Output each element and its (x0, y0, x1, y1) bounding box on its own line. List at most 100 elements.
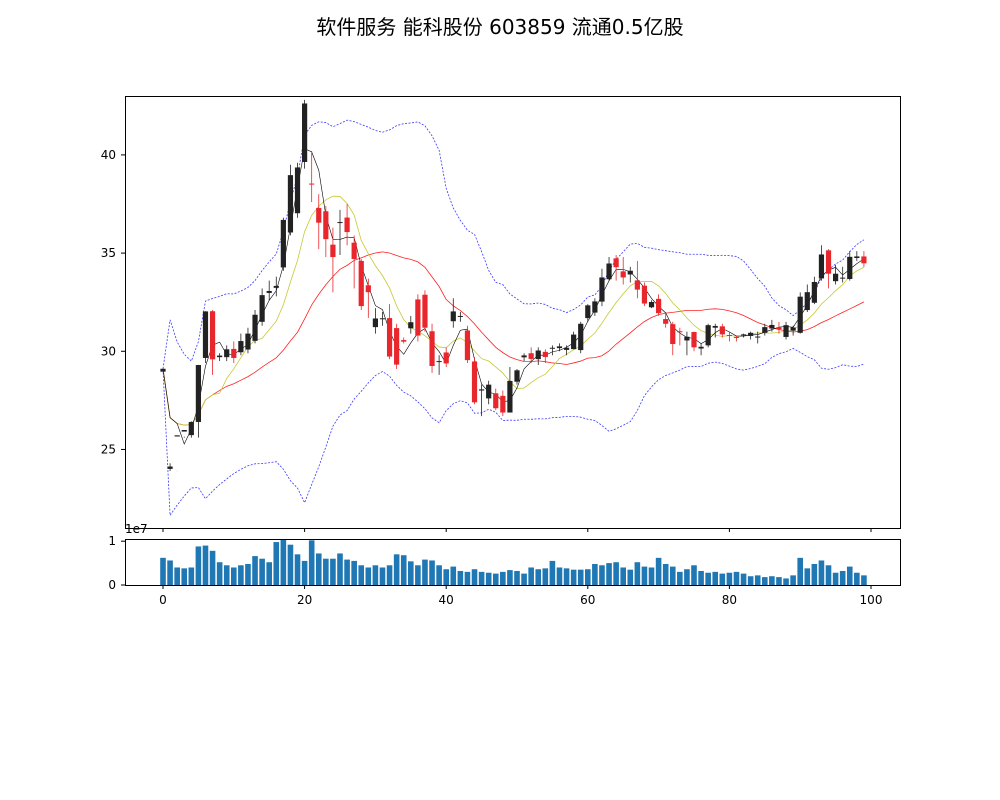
candle-body (415, 299, 421, 336)
volume-bar (188, 567, 195, 585)
candle (535, 347, 541, 366)
volume-bar (705, 572, 711, 585)
candlesticks (160, 99, 867, 472)
candle-body (726, 334, 732, 336)
moving-averages (162, 148, 865, 445)
price-axes-frame (125, 96, 901, 529)
candle (556, 343, 563, 352)
candle-body (217, 355, 223, 358)
candle-body (620, 271, 626, 278)
candle (280, 217, 286, 271)
volume-bar (669, 566, 676, 585)
volume-bar (393, 554, 400, 585)
volume-bar (606, 563, 612, 585)
volume-multiplier-label: 1e7 (125, 522, 148, 536)
candle-body (365, 285, 371, 293)
volume-bar (209, 550, 216, 585)
candle (804, 284, 810, 312)
candle-body (585, 305, 591, 319)
candle (252, 310, 258, 344)
volume-bar (216, 562, 223, 585)
candle (224, 345, 230, 362)
volume-bar (790, 575, 796, 585)
volume-bar (613, 562, 619, 585)
candle (684, 331, 690, 356)
candle (656, 294, 662, 316)
candle (797, 292, 803, 334)
volume-bar (464, 571, 471, 585)
volume-bar (372, 565, 379, 585)
candle (429, 323, 435, 373)
candle (181, 430, 187, 438)
volume-bar (429, 560, 435, 585)
candle (217, 353, 223, 362)
candle-body (549, 347, 555, 349)
volume-bar (422, 559, 428, 585)
price-panel: 25 30 35 40 (101, 96, 901, 529)
volume-bar (825, 565, 832, 585)
candle (479, 384, 485, 417)
candle-body (238, 341, 244, 353)
candle-body (563, 347, 570, 350)
volume-tick-label: 0 (108, 578, 116, 592)
candle (634, 260, 640, 299)
candle (379, 312, 386, 326)
candle (783, 321, 789, 340)
volume-bar (542, 568, 549, 585)
volume-bar (528, 567, 534, 585)
candle (578, 321, 584, 354)
volume-bar (535, 569, 542, 585)
volume-bar (655, 557, 662, 585)
volume-bar (507, 570, 513, 585)
volume-bar (379, 567, 386, 585)
price-axis-ticks: 25 30 35 40 (101, 148, 125, 456)
volume-bar (408, 561, 414, 585)
volume-bar (160, 557, 166, 585)
x-tick-label: 60 (580, 593, 595, 607)
candle (266, 280, 272, 301)
volume-bar (776, 577, 782, 585)
candle-body (351, 242, 357, 259)
candle (627, 266, 633, 283)
volume-bar (861, 575, 867, 585)
volume-panel: 1e7 01 0 20 40 60 80 100 (108, 522, 901, 607)
candle-body (613, 258, 619, 268)
candle (386, 304, 393, 360)
candle (818, 245, 825, 281)
candle-body (302, 103, 308, 162)
volume-bar (797, 557, 803, 585)
candle (457, 312, 463, 322)
candle (698, 343, 704, 356)
candle (415, 294, 421, 342)
volume-bar (691, 565, 697, 585)
candle-body (606, 263, 612, 280)
candle-body (309, 183, 315, 185)
candle (719, 323, 725, 338)
candle (549, 345, 555, 356)
candle-body (599, 277, 605, 302)
candle (493, 388, 499, 411)
x-tick-label: 40 (439, 593, 454, 607)
candle (231, 341, 237, 364)
candle-body (755, 336, 761, 338)
bollinger-bands (162, 119, 865, 517)
candle-body (684, 336, 690, 341)
volume-bar (450, 566, 457, 585)
candle (245, 327, 251, 354)
candle (408, 315, 414, 334)
candle (302, 99, 308, 169)
candle-body (514, 370, 520, 382)
candle (464, 325, 471, 364)
volume-bar (365, 567, 372, 585)
volume-bar (344, 559, 350, 585)
candle (769, 319, 775, 332)
candle (762, 323, 768, 336)
candle-body (167, 466, 173, 469)
volume-bar (662, 563, 669, 585)
candle-body (486, 384, 492, 399)
candle (542, 349, 548, 364)
candle-body (224, 349, 230, 358)
volume-bar (677, 571, 683, 585)
candle (677, 327, 683, 346)
